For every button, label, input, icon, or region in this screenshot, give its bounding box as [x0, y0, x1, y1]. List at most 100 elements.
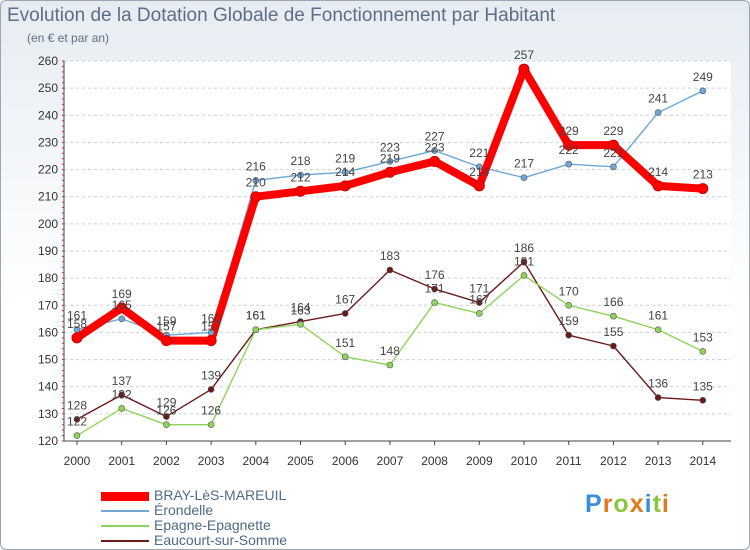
proxiti-logo: Proxiti	[585, 490, 670, 519]
data-label: 217	[514, 157, 534, 171]
data-point	[295, 185, 306, 197]
y-tick-label: 220	[38, 163, 58, 177]
data-label: 126	[156, 404, 176, 418]
data-point	[475, 299, 483, 306]
data-point	[565, 331, 573, 339]
data-label: 128	[67, 398, 87, 412]
data-label: 212	[290, 170, 310, 184]
data-point	[252, 326, 260, 334]
legend-swatch	[101, 540, 149, 542]
data-point	[118, 391, 125, 399]
data-label: 153	[693, 330, 713, 344]
y-tick-label: 210	[38, 190, 58, 204]
data-label: 157	[156, 320, 176, 334]
series-points	[71, 63, 709, 439]
data-label: 167	[335, 292, 355, 306]
data-label: 219	[380, 151, 400, 165]
data-label: 136	[648, 377, 668, 391]
data-label: 216	[246, 159, 266, 173]
data-point	[565, 160, 573, 168]
y-tick-label: 120	[38, 434, 58, 448]
data-point	[386, 266, 394, 274]
axes: 120 130 140 150 160 170 180 190 200 210 220 230 240 2…	[38, 54, 731, 468]
data-point	[518, 63, 530, 75]
data-label: 213	[693, 168, 713, 182]
data-point	[73, 432, 81, 439]
data-label: 229	[603, 124, 623, 138]
data-point	[699, 396, 707, 404]
data-point	[118, 315, 125, 323]
data-label: 257	[514, 48, 534, 62]
x-tick-label: 2013	[645, 454, 672, 468]
data-label: 155	[603, 325, 623, 339]
data-point	[160, 335, 172, 347]
plot-area	[64, 61, 731, 441]
data-point	[520, 258, 528, 266]
data-label: 249	[693, 70, 713, 84]
data-point	[520, 174, 528, 182]
y-tick-label: 180	[38, 271, 58, 285]
data-point	[610, 163, 617, 171]
data-label: 167	[469, 292, 489, 306]
y-tick-label: 260	[38, 54, 58, 68]
data-point	[699, 348, 707, 355]
data-label: 229	[559, 124, 579, 138]
y-tick-label: 140	[38, 380, 58, 394]
logo-letter: i	[661, 490, 670, 518]
data-point	[473, 180, 485, 192]
data-point	[697, 183, 709, 195]
data-point	[475, 310, 483, 317]
x-tick-label: 2005	[287, 454, 314, 468]
legend-label: Érondelle	[154, 502, 214, 518]
data-label: 151	[335, 336, 355, 350]
x-tick-label: 2008	[421, 454, 448, 468]
data-label: 161	[246, 309, 266, 323]
data-point	[207, 421, 215, 429]
data-label: 122	[67, 415, 87, 429]
data-point	[71, 332, 83, 344]
data-label: 161	[67, 309, 87, 323]
data-label: 126	[201, 404, 221, 418]
data-label: 241	[648, 92, 668, 106]
data-label: 214	[335, 165, 355, 179]
data-point	[339, 180, 351, 192]
x-tick-label: 2006	[332, 454, 359, 468]
data-point	[610, 312, 617, 320]
logo-letter: r	[602, 490, 614, 518]
data-point	[205, 335, 217, 347]
data-label: 221	[469, 146, 489, 160]
x-tick-label: 2011	[556, 454, 582, 468]
data-point	[699, 87, 707, 95]
y-tick-label: 160	[38, 325, 58, 339]
legend-label: Epagne-Epagnette	[154, 517, 271, 533]
y-tick-label: 230	[38, 135, 58, 149]
data-label: 214	[648, 165, 668, 179]
data-point	[654, 394, 662, 401]
y-tick-label: 250	[38, 81, 58, 95]
legend-label: Eaucourt-sur-Somme	[154, 532, 288, 548]
y-tick-label: 130	[38, 407, 58, 421]
data-label: 158	[67, 317, 87, 331]
data-label: 161	[648, 309, 668, 323]
data-label: 170	[559, 284, 579, 298]
logo-letter: o	[613, 490, 630, 518]
data-label: 165	[112, 298, 132, 312]
y-tick-label: 200	[38, 217, 58, 231]
data-point	[250, 191, 262, 203]
x-tick-label: 2010	[511, 454, 538, 468]
data-point	[610, 342, 617, 350]
x-tick-label: 2000	[64, 454, 91, 468]
chart-title: Evolution de la Dotation Globale de Fonc…	[7, 5, 556, 26]
data-label: 148	[380, 344, 400, 358]
data-label: 214	[469, 165, 489, 179]
x-tick-label: 2007	[377, 454, 404, 468]
x-tick-label: 2014	[689, 454, 716, 468]
data-point	[163, 421, 170, 429]
logo-letter: x	[629, 490, 645, 518]
data-label: 169	[112, 287, 132, 301]
data-point	[563, 139, 575, 151]
data-label: 161	[246, 309, 266, 323]
data-label: 171	[425, 282, 445, 296]
